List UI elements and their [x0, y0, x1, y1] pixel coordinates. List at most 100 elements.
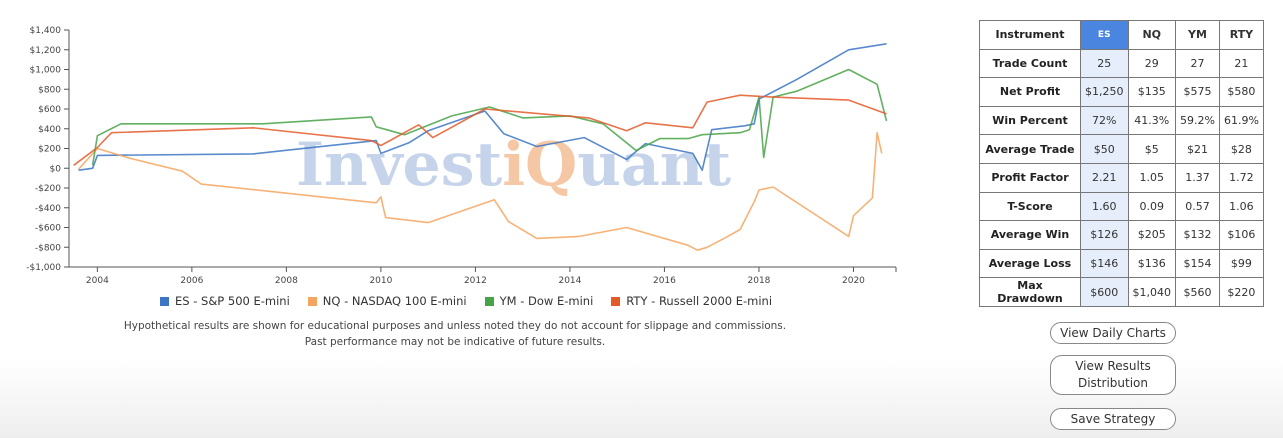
stats-cell-ym: 59.2% [1175, 105, 1220, 136]
series-line-rty [73, 94, 887, 166]
column-header-nq[interactable]: NQ [1127, 20, 1176, 50]
stats-cell-es: 2.21 [1080, 162, 1129, 193]
stats-row-label: Net Profit [979, 77, 1081, 107]
chart-series [73, 43, 888, 251]
stats-cell-rty: 21 [1218, 48, 1264, 79]
stats-row-label: Profit Factor [979, 162, 1081, 193]
column-header-ym[interactable]: YM [1175, 20, 1220, 50]
stats-header-row: Instrument ES NQ YM RTY [979, 20, 1264, 50]
stats-cell-ym: $560 [1175, 277, 1220, 307]
stats-row: Net Profit $1,250 $135 $575 $580 [979, 77, 1264, 107]
stats-cell-ym: $21 [1175, 134, 1220, 164]
series-line-es [78, 43, 887, 171]
stats-corner-header: Instrument [979, 20, 1081, 50]
chart-axes: $1,400 $1,200 $1,000 $800 $600 $400 $200 $0 -$20… [26, 26, 897, 286]
series-line-nq [77, 131, 883, 251]
y-tick-label: $400 [38, 125, 61, 135]
stats-row-label: Average Loss [979, 248, 1081, 279]
stats-row-label: T-Score [979, 191, 1081, 222]
stats-row-label: Trade Count [979, 48, 1081, 79]
x-tick-label: 2018 [748, 276, 771, 286]
stats-cell-es: $1,250 [1080, 77, 1129, 107]
stats-row-label: Max Drawdown [979, 277, 1081, 307]
stats-cell-es: $50 [1080, 134, 1129, 164]
legend-label-nq: NQ - NASDAQ 100 E-mini [322, 294, 467, 308]
stats-table: Instrument ES NQ YM RTY Trade Count 25 29 2… [979, 20, 1264, 307]
stats-cell-rty: $220 [1218, 277, 1264, 307]
x-tick-label: 2012 [464, 276, 487, 286]
stats-row: T-Score 1.60 0.09 0.57 1.06 [979, 191, 1264, 222]
stats-cell-ym: 1.37 [1175, 162, 1220, 193]
stats-row: Win Percent 72% 41.3% 59.2% 61.9% [979, 105, 1264, 136]
stats-cell-nq: $1,040 [1127, 277, 1176, 307]
column-header-rty[interactable]: RTY [1218, 20, 1264, 50]
stats-cell-nq: 29 [1127, 48, 1176, 79]
view-results-distribution-button[interactable]: View Results Distribution [1050, 355, 1176, 395]
stats-cell-ym: $154 [1175, 248, 1220, 279]
stats-cell-rty: $28 [1218, 134, 1264, 164]
chart-legend: ES - S&P 500 E-mini NQ - NASDAQ 100 E-mi… [160, 294, 772, 308]
stats-cell-nq: $5 [1127, 134, 1176, 164]
legend-item-rty[interactable]: RTY - Russell 2000 E-mini [611, 294, 772, 308]
stats-cell-ym: 0.57 [1175, 191, 1220, 222]
stats-cell-es: 1.60 [1080, 191, 1129, 222]
stats-cell-nq: $135 [1127, 77, 1176, 107]
x-tick-label: 2008 [275, 276, 298, 286]
legend-swatch-es [160, 296, 169, 306]
stats-cell-es: 25 [1080, 48, 1129, 79]
stats-cell-rty: 1.06 [1218, 191, 1264, 222]
stats-cell-rty: 61.9% [1218, 105, 1264, 136]
legend-item-nq[interactable]: NQ - NASDAQ 100 E-mini [307, 294, 467, 308]
column-header-es[interactable]: ES [1080, 20, 1129, 50]
stats-row-label: Win Percent [979, 105, 1081, 136]
stats-cell-nq: $136 [1127, 248, 1176, 279]
x-tick-label: 2020 [842, 276, 865, 286]
x-tick-label: 2006 [180, 276, 203, 286]
legend-label-ym: YM - Dow E-mini [499, 294, 594, 308]
stats-cell-es: 72% [1080, 105, 1129, 136]
legend-swatch-rty [611, 296, 621, 306]
results-distribution-label-2: Distribution [1077, 376, 1148, 390]
x-tick-label: 2016 [653, 276, 676, 286]
y-tick-label: $0 [50, 164, 62, 174]
stats-row: Max Drawdown $600 $1,040 $560 $220 [979, 277, 1264, 307]
stats-row: Profit Factor 2.21 1.05 1.37 1.72 [979, 162, 1264, 193]
legend-swatch-ym [484, 296, 494, 306]
stats-row-label: Average Win [979, 220, 1081, 250]
y-tick-label: -$1,000 [26, 263, 61, 273]
stats-cell-rty: $580 [1218, 77, 1264, 107]
x-tick-label: 2004 [86, 276, 109, 286]
y-tick-label: -$400 [35, 204, 61, 214]
y-tick-label: $1,400 [30, 26, 62, 36]
stats-cell-rty: 1.72 [1218, 162, 1264, 193]
watermark-part-1: Invest [296, 130, 503, 200]
legend-label-rty: RTY - Russell 2000 E-mini [626, 294, 773, 308]
stats-cell-nq: 1.05 [1127, 162, 1176, 193]
stats-row: Average Loss $146 $136 $154 $99 [979, 248, 1264, 279]
stats-cell-ym: $132 [1175, 220, 1220, 250]
stats-row-label: Average Trade [979, 134, 1081, 164]
stats-cell-es: $146 [1080, 248, 1129, 279]
chart-watermark: InvestiQuant [296, 130, 731, 200]
stats-row: Trade Count 25 29 27 21 [979, 48, 1264, 79]
legend-swatch-nq [307, 296, 317, 306]
disclaimer-line-2: Past performance may not be indicative o… [304, 336, 606, 348]
y-tick-label: $600 [38, 105, 61, 115]
stats-cell-nq: 41.3% [1127, 105, 1176, 136]
x-tick-label: 2010 [369, 276, 392, 286]
stats-cell-es: $126 [1080, 220, 1129, 250]
legend-label-es: ES - S&P 500 E-mini [175, 294, 290, 308]
view-daily-charts-button[interactable]: View Daily Charts [1050, 322, 1176, 344]
save-strategy-button[interactable]: Save Strategy [1050, 408, 1176, 430]
legend-item-ym[interactable]: YM - Dow E-mini [484, 294, 594, 308]
stats-cell-nq: 0.09 [1127, 191, 1176, 222]
equity-chart: InvestiQuant $1,400$1,200$1,000$800$600$… [26, 26, 897, 286]
x-tick-label: 2014 [558, 276, 581, 286]
results-distribution-label-1: View Results [1075, 359, 1151, 374]
disclaimer-line-1: Hypothetical results are shown for educa… [123, 320, 787, 332]
stats-cell-ym: 27 [1175, 48, 1220, 79]
y-tick-label: $1,200 [30, 46, 62, 56]
stats-cell-nq: $205 [1127, 220, 1176, 250]
stats-row: Average Win $126 $205 $132 $106 [979, 220, 1264, 250]
legend-item-es[interactable]: ES - S&P 500 E-mini [160, 294, 290, 308]
